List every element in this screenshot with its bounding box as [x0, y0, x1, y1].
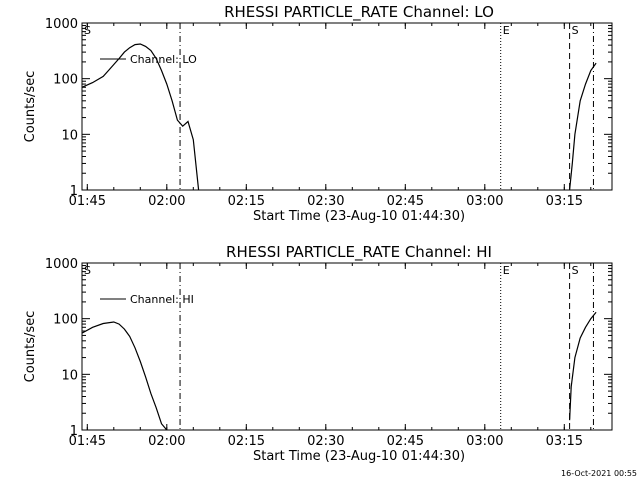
x-tick-label: 03:15	[546, 434, 583, 449]
x-tick-label: 02:15	[228, 434, 265, 449]
series-line-segment	[569, 311, 597, 421]
x-tick-label: 01:45	[69, 194, 106, 209]
x-tick-label: 02:30	[307, 194, 344, 209]
y-tick-label: 10	[61, 128, 78, 143]
y-tick-label: 10	[61, 368, 78, 383]
event-marker-label: S	[84, 24, 91, 37]
event-marker-label: S	[572, 24, 579, 37]
x-tick-label: 02:30	[307, 434, 344, 449]
event-marker-label: E	[503, 264, 510, 277]
y-axis-label: Counts/sec	[23, 311, 38, 383]
x-tick-label: 02:00	[148, 434, 185, 449]
chart-title: RHESSI PARTICLE_RATE Channel: LO	[224, 3, 494, 22]
series-line-segment	[81, 43, 200, 191]
legend-label: Channel: LO	[130, 53, 197, 66]
series-line-segment	[81, 321, 168, 431]
y-tick-label: 1	[70, 184, 78, 199]
x-tick-label: 03:00	[466, 434, 503, 449]
x-tick-label: 01:45	[69, 434, 106, 449]
x-axis-label: Start Time (23-Aug-10 01:44:30)	[253, 209, 465, 224]
y-tick-label: 100	[53, 73, 78, 88]
plot-frame	[81, 262, 613, 431]
y-tick-label: 100	[53, 313, 78, 328]
chart-title: RHESSI PARTICLE_RATE Channel: HI	[226, 243, 492, 262]
series-line-segment	[569, 62, 597, 191]
x-tick-label: 02:45	[387, 434, 424, 449]
y-axis-label: Counts/sec	[23, 71, 38, 143]
x-tick-label: 02:00	[148, 194, 185, 209]
legend-label: Channel: HI	[130, 293, 194, 306]
x-tick-label: 03:15	[546, 194, 583, 209]
x-tick-label: 03:00	[466, 194, 503, 209]
x-tick-label: 02:15	[228, 194, 265, 209]
x-tick-label: 02:45	[387, 194, 424, 209]
event-marker-label: S	[572, 264, 579, 277]
event-marker-label: E	[503, 24, 510, 37]
event-marker-label: S	[84, 264, 91, 277]
footer-timestamp: 16-Oct-2021 00:55	[561, 469, 637, 478]
x-axis-label: Start Time (23-Aug-10 01:44:30)	[253, 449, 465, 464]
plot-frame	[81, 22, 613, 191]
y-tick-label: 1000	[45, 257, 78, 272]
y-tick-label: 1000	[45, 17, 78, 32]
y-tick-label: 1	[70, 424, 78, 439]
